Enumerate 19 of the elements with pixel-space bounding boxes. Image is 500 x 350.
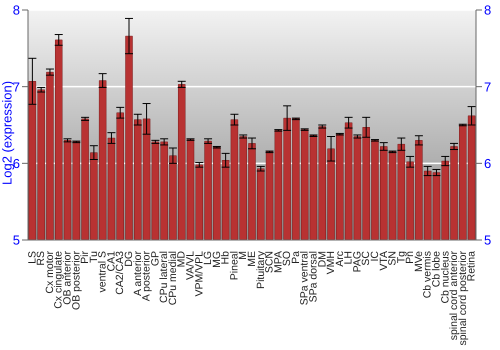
x-tick-label: A posterior <box>140 250 153 302</box>
x-tick-label: OB posterior <box>70 250 82 310</box>
y-axis-title: Log2 (expression) <box>0 80 15 185</box>
x-tick-label: Tg <box>395 250 408 264</box>
x-tick-label: MVe <box>412 250 425 272</box>
y-tick-label: 7 <box>12 79 20 94</box>
x-tick-label: PAG <box>351 251 364 272</box>
x-tick-label: DG <box>123 251 136 267</box>
x-tick-label: Cb lobe <box>430 250 442 288</box>
y-tick-label: 6 <box>12 156 20 171</box>
y-tick-label: 5 <box>12 232 20 248</box>
y2-tick-label: 6 <box>484 156 492 171</box>
x-tick-label: IC <box>368 250 381 262</box>
x-tick-label: Pineal <box>228 251 240 280</box>
x-tick-label: SPa dorsal <box>307 251 320 302</box>
y-tick-label: 8 <box>12 2 20 18</box>
y2-tick-label: 8 <box>484 2 492 18</box>
y2-tick-label: 7 <box>484 79 492 94</box>
y2-tick-label: 5 <box>484 232 492 248</box>
